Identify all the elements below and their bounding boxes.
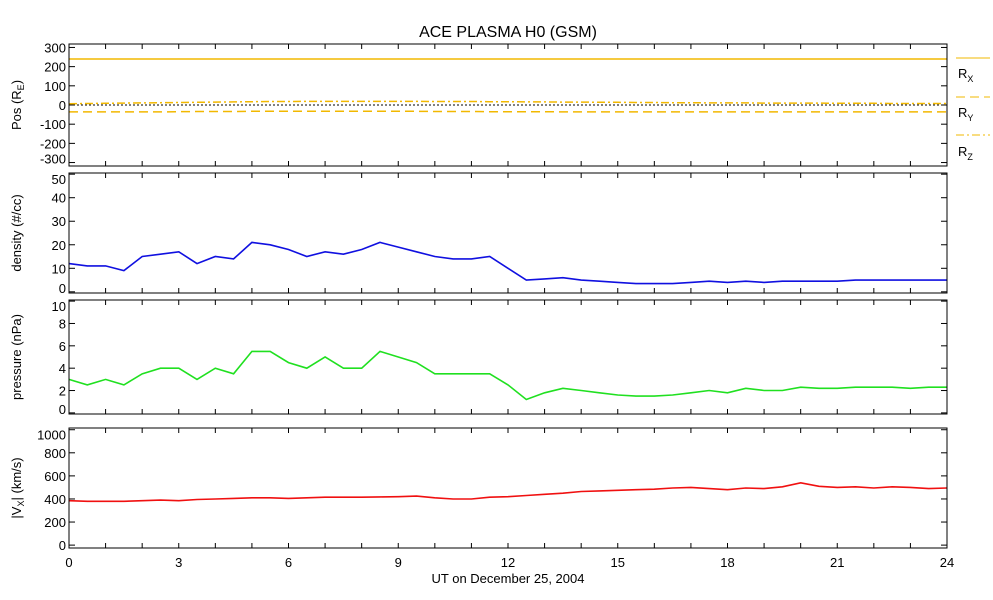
chart-title: ACE PLASMA H0 (GSM) xyxy=(419,24,597,41)
legend-label-base: R xyxy=(958,144,967,159)
y-tick-label: -300 xyxy=(40,152,66,167)
x-axis-label: UT on December 25, 2004 xyxy=(432,571,585,586)
x-tick-label: 9 xyxy=(395,555,402,570)
y-tick-label: 200 xyxy=(44,60,66,75)
legend-label-subscript: Z xyxy=(967,152,973,162)
y-tick-label: 10 xyxy=(52,261,66,276)
panel-3: 0 200 400 600 800 1000 |VX| (km/s) 0 3 6 9 12 15 18 21… xyxy=(9,427,954,570)
series-density xyxy=(68,241,947,285)
x-tick-label: 18 xyxy=(720,555,734,570)
series-R_Z xyxy=(68,100,947,105)
y-axis-label: density (#/cc) xyxy=(9,194,24,271)
x-tick-label: 12 xyxy=(501,555,515,570)
panel-frame xyxy=(68,427,948,549)
y-label-text: ) xyxy=(9,80,24,84)
panel-frame xyxy=(68,299,948,415)
legend-label-R_Y: RY xyxy=(958,105,973,123)
y-axis-label: pressure (nPa) xyxy=(9,314,24,400)
y-tick-label: 50 xyxy=(52,172,66,187)
y-axis-label: |VX| (km/s) xyxy=(9,457,26,518)
y-tick-label: -100 xyxy=(40,117,66,132)
y-tick-label: 8 xyxy=(59,316,66,331)
y-tick-label: 600 xyxy=(44,469,66,484)
y-tick-label: 0 xyxy=(59,402,66,417)
y-label-text: pressure (nPa) xyxy=(9,314,24,400)
legend-label-base: R xyxy=(958,105,967,120)
y-tick-label: 1000 xyxy=(37,428,66,443)
panel-2: 0 2 4 6 8 10 pressure (nPa) xyxy=(9,299,948,417)
legend-label-subscript: Y xyxy=(967,113,973,123)
x-tick-label: 21 xyxy=(830,555,844,570)
y-tick-label: 300 xyxy=(44,40,66,55)
y-label-text: | (km/s) xyxy=(9,457,24,500)
y-label-text: density (#/cc) xyxy=(9,194,24,271)
x-tick-label: 0 xyxy=(65,555,72,570)
panel-frame xyxy=(68,172,948,294)
legend-label-R_X: RX xyxy=(958,66,973,84)
y-tick-label: 6 xyxy=(59,339,66,354)
legend-label-R_Z: RZ xyxy=(958,144,973,162)
x-tick-label: 15 xyxy=(611,555,625,570)
y-tick-label: 10 xyxy=(52,299,66,314)
y-tick-label: 200 xyxy=(44,515,66,530)
y-label-text: |V xyxy=(9,506,24,518)
panel-frame xyxy=(68,43,948,167)
y-label-text: Pos (R xyxy=(9,90,24,130)
series-pressure xyxy=(68,350,947,401)
y-tick-label: 0 xyxy=(59,538,66,553)
y-axis-label: Pos (RE) xyxy=(9,80,26,130)
x-tick-label: 24 xyxy=(940,555,954,570)
y-tick-label: 30 xyxy=(52,214,66,229)
legend-label-subscript: X xyxy=(967,74,973,84)
y-tick-label: 100 xyxy=(44,79,66,94)
y-tick-label: 4 xyxy=(59,361,66,376)
y-tick-label: 40 xyxy=(52,191,66,206)
panel-1: 0 10 20 30 40 50 density (#/cc) xyxy=(9,172,948,296)
series-R_Y xyxy=(69,110,947,113)
y-tick-label: 0 xyxy=(59,98,66,113)
x-tick-label: 3 xyxy=(175,555,182,570)
y-tick-label: 0 xyxy=(59,281,66,296)
series-Vx xyxy=(68,481,948,503)
legend-label-base: R xyxy=(958,66,967,81)
y-label-subscript: X xyxy=(16,501,26,507)
y-tick-label: 400 xyxy=(44,492,66,507)
x-tick-label: 6 xyxy=(285,555,292,570)
y-label-subscript: E xyxy=(16,84,26,90)
y-tick-label: 800 xyxy=(44,446,66,461)
y-tick-label: -200 xyxy=(40,136,66,151)
y-tick-label: 2 xyxy=(59,384,66,399)
y-tick-label: 20 xyxy=(52,238,66,253)
